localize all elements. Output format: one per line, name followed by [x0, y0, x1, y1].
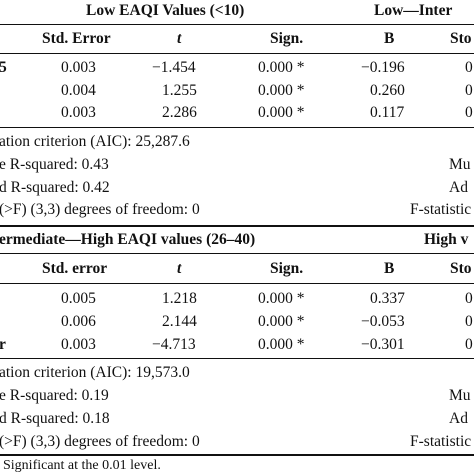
- cell-std-error: 0.006: [61, 313, 96, 330]
- stat-f-test: (>F) (3,3) degrees of freedom: 0: [0, 433, 200, 450]
- row-stub: 5: [0, 59, 7, 76]
- stat-r-squared: e R-squared: 0.43: [0, 156, 109, 173]
- cell-sign: 0.000 *: [258, 59, 305, 76]
- table-2-header-rule: [0, 283, 474, 284]
- stat-right-label: F-statistic: [410, 433, 472, 450]
- cell-b: 0.117: [370, 104, 405, 121]
- cell-t: 2.286: [162, 104, 197, 121]
- cell-std-error: 0.004: [61, 82, 96, 99]
- stat-f-test: (>F) (3,3) degrees of freedom: 0: [0, 201, 200, 218]
- stat-right-label: Ad: [449, 179, 468, 196]
- footnote: Significant at the 0.01 level.: [3, 458, 161, 473]
- stat-aic: ation criterion (AIC): 19,573.0: [0, 364, 190, 381]
- cell-b: 0.260: [370, 82, 405, 99]
- cell-std-error: 0.005: [61, 290, 96, 307]
- table-2-body-rule: [0, 358, 474, 359]
- cell-sign: 0.000 *: [258, 82, 305, 99]
- table-1-body-rule: [0, 127, 474, 128]
- cell-std-cut: 0: [465, 290, 473, 307]
- cell-b: −0.196: [361, 59, 405, 76]
- cell-sign: 0.000 *: [258, 313, 305, 330]
- table-separator-rule: [0, 225, 474, 227]
- cell-b: 0.337: [370, 290, 405, 307]
- col-header-t: t: [177, 30, 182, 47]
- row-stub: r: [0, 336, 6, 353]
- cell-std-error: 0.003: [61, 336, 96, 353]
- table-2-group-header-right: High v: [424, 231, 469, 248]
- cell-t: 1.255: [162, 82, 197, 99]
- cell-std-cut: 0: [465, 336, 473, 353]
- cell-b: −0.301: [361, 336, 405, 353]
- table-2-group-rule: [0, 253, 474, 254]
- cell-t: 2.144: [162, 313, 197, 330]
- cell-sign: 0.000 *: [258, 104, 305, 121]
- stat-right-label: Mu: [449, 387, 471, 404]
- cell-b: −0.053: [361, 313, 405, 330]
- col-header-std-error: Std. error: [42, 260, 108, 277]
- cell-std-error: 0.003: [61, 59, 96, 76]
- col-header-std-cut: Sto: [450, 30, 472, 47]
- stat-aic: ation criterion (AIC): 25,287.6: [0, 133, 190, 150]
- table-1-group-header-left: Low EAQI Values (<10): [86, 2, 245, 19]
- table-bottom-rule: [0, 454, 474, 456]
- table-2-group-header-left: ermediate—High EAQI values (26–40): [0, 231, 256, 248]
- cell-std-cut: 0: [465, 104, 473, 121]
- stat-right-label: Ad: [449, 410, 468, 427]
- col-header-std-cut: Sto: [450, 260, 472, 277]
- cell-sign: 0.000 *: [258, 290, 305, 307]
- col-header-b: B: [384, 30, 395, 47]
- table-1-group-rule: [0, 24, 474, 25]
- cell-t: −4.713: [152, 336, 196, 353]
- stat-right-label: Mu: [449, 156, 471, 173]
- stat-right-label: F-statistic: [410, 201, 472, 218]
- stat-r-squared: e R-squared: 0.19: [0, 387, 109, 404]
- cell-std-cut: 0: [465, 82, 473, 99]
- col-header-sign: Sign.: [270, 30, 304, 47]
- cell-std-cut: 0: [465, 313, 473, 330]
- col-header-t: t: [177, 260, 182, 277]
- col-header-sign: Sign.: [270, 260, 304, 277]
- stat-adjusted-r-squared: d R-squared: 0.42: [0, 179, 110, 196]
- cell-t: −1.454: [152, 59, 196, 76]
- cell-std-error: 0.003: [61, 104, 96, 121]
- col-header-std-error: Std. Error: [42, 30, 111, 47]
- col-header-b: B: [384, 260, 395, 277]
- table-1-group-header-right: Low—Inter: [374, 2, 453, 19]
- table-1-header-rule: [0, 53, 474, 54]
- cell-std-cut: 0: [465, 59, 473, 76]
- stat-adjusted-r-squared: d R-squared: 0.18: [0, 410, 110, 427]
- cell-sign: 0.000 *: [258, 336, 305, 353]
- cell-t: 1.218: [162, 290, 197, 307]
